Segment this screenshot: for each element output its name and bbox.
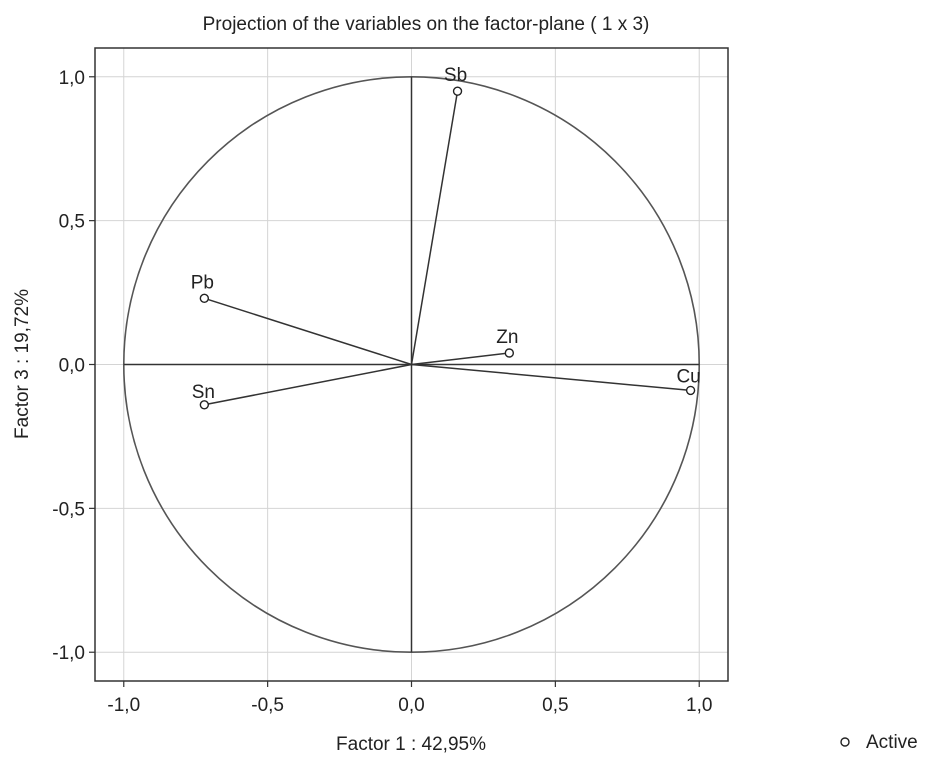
loading-vector <box>204 297 412 366</box>
y-tick-label: 1,0 <box>59 68 85 89</box>
x-tick-label: -0,5 <box>251 695 284 716</box>
loading-vector <box>204 363 412 406</box>
variable-point <box>199 293 210 304</box>
y-tick-label: 0,5 <box>59 212 85 233</box>
y-tick-label: -1,0 <box>52 643 85 664</box>
chart-title: Projection of the variables on the facto… <box>203 14 650 35</box>
tick-layer: -1,0 -0,5 0,0 0,5 1,0 -1,0 -0,5 0,0 0,5 1,0 <box>52 68 712 716</box>
loading-vector <box>411 352 510 366</box>
legend: Active <box>840 732 918 753</box>
variable-point <box>504 348 515 358</box>
legend-marker-icon <box>840 737 850 747</box>
x-tick-label: 0,5 <box>542 695 568 716</box>
variable-label: Cu <box>676 366 700 387</box>
variable-point <box>685 385 696 396</box>
legend-label: Active <box>866 732 918 753</box>
loading-vector <box>410 91 459 365</box>
variable-label: Pb <box>191 272 214 293</box>
x-tick-label: 0,0 <box>398 695 424 716</box>
x-axis-label: Factor 1 : 42,95% <box>336 734 486 755</box>
variable-point <box>452 86 463 96</box>
variable-label: Sn <box>192 382 215 403</box>
x-tick-label: -1,0 <box>107 695 140 716</box>
variable-label: Zn <box>496 327 518 348</box>
x-tick-label: 1,0 <box>686 695 712 716</box>
y-tick-label: 0,0 <box>59 356 85 377</box>
y-tick-label: -0,5 <box>52 499 85 520</box>
y-axis-label: Factor 3 : 19,72% <box>12 289 33 439</box>
loading-vector <box>411 363 691 392</box>
variable-label: Sb <box>444 65 467 86</box>
mark-layer: Sb Pb Zn Cu Sn <box>191 65 701 410</box>
variable-point <box>199 400 210 410</box>
